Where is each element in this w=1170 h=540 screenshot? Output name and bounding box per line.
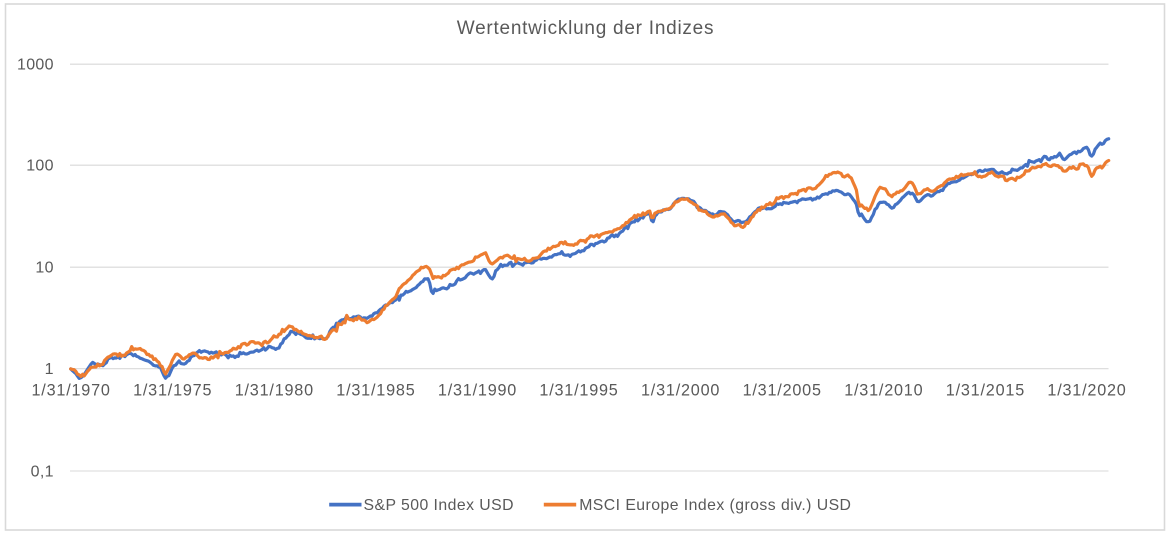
- svg-text:10: 10: [35, 260, 53, 277]
- svg-text:1000: 1000: [17, 57, 54, 74]
- svg-text:MSCI Europe Index (gross div.): MSCI Europe Index (gross div.) USD: [579, 497, 851, 514]
- svg-text:1: 1: [45, 361, 54, 378]
- svg-text:S&P 500 Index USD: S&P 500 Index USD: [364, 497, 515, 514]
- svg-text:1/31/2005: 1/31/2005: [743, 382, 822, 400]
- svg-text:1/31/2010: 1/31/2010: [844, 382, 923, 400]
- svg-text:1/31/2015: 1/31/2015: [946, 382, 1025, 400]
- svg-text:1/31/1990: 1/31/1990: [438, 382, 517, 400]
- svg-text:1/31/2000: 1/31/2000: [641, 382, 720, 400]
- svg-text:1/31/1980: 1/31/1980: [235, 382, 314, 400]
- svg-text:1/31/1985: 1/31/1985: [336, 382, 415, 400]
- svg-text:1/31/1970: 1/31/1970: [31, 382, 110, 400]
- svg-text:1/31/1995: 1/31/1995: [539, 382, 618, 400]
- svg-text:1/31/2020: 1/31/2020: [1047, 382, 1126, 400]
- svg-text:100: 100: [26, 158, 54, 175]
- svg-text:1/31/1975: 1/31/1975: [133, 382, 212, 400]
- svg-text:0,1: 0,1: [31, 463, 54, 480]
- svg-text:Wertentwicklung der Indizes: Wertentwicklung der Indizes: [457, 18, 715, 39]
